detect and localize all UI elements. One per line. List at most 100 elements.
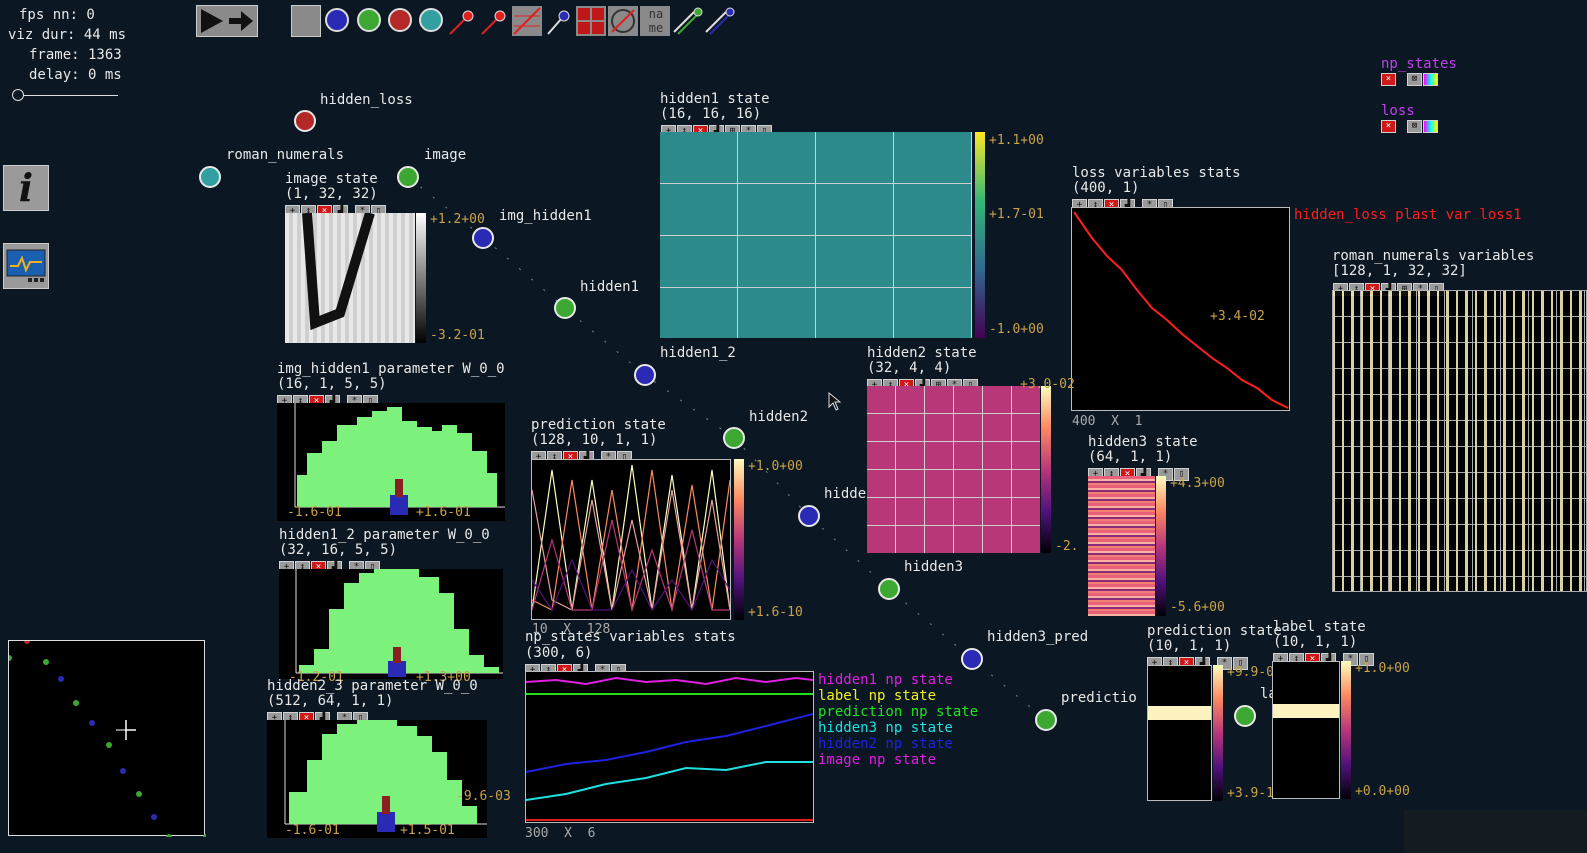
loss-legend-toolbar[interactable]: × ⊠ [1381,120,1438,133]
img-hidden1-hist[interactable] [277,403,505,521]
image-state-min: -3.2-01 [430,328,485,343]
hidden2-3-node[interactable] [798,505,820,527]
hidden2-state-view[interactable] [867,386,1040,553]
name-button-label: na me [648,7,664,35]
legend-label: label np state [818,688,937,704]
img-hidden1-node[interactable] [472,227,494,249]
edge-icon[interactable] [449,10,474,35]
hidden2-state-shape: (32, 4, 4) [867,360,952,376]
np-states-stats-legend: hidden1 np state label np state predicti… [818,672,978,768]
label-state-min: +0.0+00 [1355,784,1410,799]
play-button[interactable] [196,5,258,37]
link-icon[interactable] [673,7,703,35]
name-icon[interactable] [640,6,670,36]
label-state-view[interactable] [1272,661,1340,799]
hidden2-3-hist[interactable] [267,720,487,838]
hidden2-3-label: hidde [824,486,867,502]
prediction-state-big-plot[interactable] [531,459,731,620]
green-node-icon[interactable] [357,8,381,32]
image-node[interactable] [397,166,419,188]
hidden2-3-param-extra: -9.6-03 [456,789,511,804]
hidden1-2-param-xmax: +1.3+00 [416,670,471,685]
img-hidden1-param-xmin: -1.6-01 [287,505,342,520]
hidden3-pred-node[interactable] [961,648,983,670]
node-tools[interactable] [322,4,772,38]
image-state-shape: (1, 32, 32) [285,186,378,202]
monitor-icon [6,249,46,282]
edge-icon[interactable] [481,10,506,35]
image-state-view[interactable] [285,211,415,343]
slider-handle[interactable] [12,89,24,101]
img-hidden1-param-xmax: +1.6-01 [416,505,471,520]
np-states-stats-plot[interactable] [525,671,814,823]
prediction-state-small-title: prediction state [1147,623,1282,639]
hidden2-state-min: -2. [1055,539,1079,554]
hidden1-2-param-shape: (32, 16, 5, 5) [279,542,398,558]
prediction-state-big-shape: (128, 10, 1, 1) [531,432,658,448]
hidden3-state-min: -5.6+00 [1170,600,1225,615]
no-edge-icon[interactable] [608,6,638,36]
legend-prediction: prediction np state [818,704,979,720]
np-states-legend-title: np_states [1381,56,1457,72]
image-state-title: image state [285,171,378,187]
image-state-max: +1.2+00 [430,212,485,227]
teal-node-icon[interactable] [419,8,443,32]
loss-stats-legend: hidden_loss plast var loss1 [1294,207,1522,223]
img-hidden1-param-shape: (16, 1, 5, 5) [277,376,387,392]
hidden2-state-colorbar [1041,386,1051,553]
prediction-state-big-max: +1.0+00 [748,459,803,474]
hidden1-2-label: hidden1_2 [660,345,736,361]
roman-vars-title: roman_numerals variables [1332,248,1535,264]
roman-vars-grid[interactable] [1332,290,1587,592]
np-states-stats-shape: (300, 6) [525,645,593,661]
hidden2-3-param-xmax: +1.5-01 [400,823,455,838]
close-group-icon[interactable] [576,6,606,36]
prediction-state-small-min: +3.9-10 [1227,786,1282,801]
roman-vars-shape: [128, 1, 32, 32] [1332,263,1467,279]
prediction-state-small-colorbar [1213,665,1223,801]
delay-readout: delay: 0 ms [29,67,122,83]
roman-numerals-node[interactable] [199,166,221,188]
hidden3-pred-label: hidden3_pred [987,629,1089,645]
hidden2-state-title: hidden2 state [867,345,977,361]
label-state-title: label state [1273,619,1366,635]
hidden1-node[interactable] [554,297,576,319]
info-icon: i [18,165,34,210]
hidden3-node[interactable] [878,578,900,600]
prediction-node[interactable] [1035,709,1057,731]
hidden1-state-mid: +1.7-01 [989,207,1044,222]
label-node[interactable] [1234,705,1256,727]
hidden1-2-hist[interactable] [279,569,503,679]
prediction-state-small-view[interactable] [1147,665,1212,801]
hidden1-state-colorbar [975,132,985,338]
info-button[interactable]: i [3,165,49,211]
hidden2-node[interactable] [723,427,745,449]
prediction-state-big-min: +1.6-10 [748,605,803,620]
hidden1-state-view[interactable] [660,132,972,338]
mouse-cursor-icon [828,392,842,411]
legend-hidden3: hidden3 np state [818,720,953,736]
loss-stats-title: loss variables stats [1072,165,1241,181]
edge-icon[interactable] [547,10,570,35]
np-states-legend-toolbar[interactable]: × ⊠ [1381,73,1438,86]
hidden-loss-node[interactable] [294,110,316,132]
label-state-colorbar [1341,661,1351,799]
loss-stats-plot[interactable] [1071,207,1290,411]
hidden3-state-view[interactable] [1088,476,1155,616]
speed-slider[interactable] [12,88,118,104]
grid-edge-icon[interactable] [512,6,542,36]
hidden2-3-param-title: hidden2_3 parameter W_0_0 [267,678,478,694]
minimap[interactable] [6,638,209,840]
monitor-button[interactable] [3,243,49,289]
link-icon[interactable] [705,7,735,35]
hidden1-2-node[interactable] [634,364,656,386]
red-node-icon[interactable] [388,8,412,32]
blue-node-icon[interactable] [325,8,349,32]
hidden3-state-title: hidden3 state [1088,434,1198,450]
fps-readout: fps nn: 0 [19,7,95,23]
prediction-label: predictio [1061,690,1137,706]
hidden1-state-title: hidden1 state [660,91,770,107]
stop-button[interactable] [291,5,321,37]
hidden3-state-shape: (64, 1, 1) [1088,449,1173,465]
image-label: image [424,147,467,163]
